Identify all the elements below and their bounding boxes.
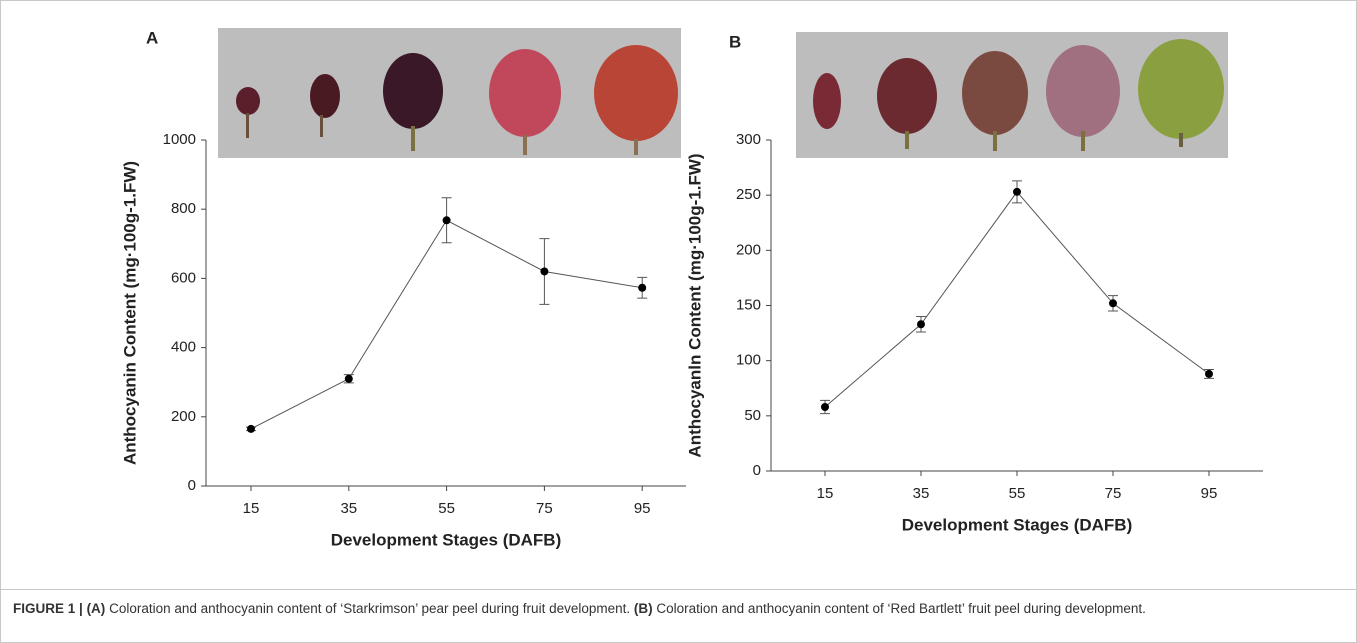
y-tick-label: 250 [736, 186, 761, 203]
y-axis-label: Anthocyanln Content (mg·100g-1.FW) [685, 153, 704, 457]
y-tick-label: 0 [753, 462, 761, 479]
x-axis-label: Development Stages (DAFB) [902, 515, 1132, 534]
y-tick-label: 600 [171, 269, 196, 286]
x-tick-label: 55 [438, 500, 455, 517]
caption-text: Coloration and anthocyanin content of ‘S… [105, 601, 634, 616]
y-tick-label: 0 [188, 477, 196, 494]
data-line [825, 192, 1209, 407]
y-tick-label: 200 [171, 408, 196, 425]
data-point [1013, 188, 1021, 196]
x-axis-label: Development Stages (DAFB) [331, 530, 561, 549]
data-point [1109, 299, 1117, 307]
fruit-photo-a [218, 28, 681, 158]
x-tick-label: 75 [1105, 485, 1122, 502]
y-tick-label: 100 [736, 352, 761, 369]
y-tick-label: 150 [736, 296, 761, 313]
figure: 020040060080010001535557595ADevelopment … [0, 0, 1357, 643]
separator [1, 589, 1357, 590]
data-point [540, 267, 548, 275]
y-tick-label: 400 [171, 339, 196, 356]
x-tick-label: 75 [536, 500, 553, 517]
x-tick-label: 95 [634, 500, 651, 517]
data-point [345, 375, 353, 383]
y-tick-label: 800 [171, 200, 196, 217]
y-tick-label: 300 [736, 131, 761, 148]
data-point [443, 216, 451, 224]
y-axis-label: Anthocyanin Content (mg·100g-1.FW) [120, 161, 139, 465]
data-point [917, 320, 925, 328]
y-tick-label: 50 [744, 407, 761, 424]
x-tick-label: 35 [340, 500, 357, 517]
figure-label: FIGURE 1 | [13, 601, 83, 616]
data-point [247, 425, 255, 433]
caption-label: (B) [634, 601, 653, 616]
panel-label: A [146, 28, 158, 47]
caption: FIGURE 1 | (A) Coloration and anthocyani… [13, 599, 1343, 619]
x-tick-label: 55 [1009, 485, 1026, 502]
x-tick-label: 35 [913, 485, 930, 502]
data-line [251, 220, 642, 429]
y-tick-label: 200 [736, 241, 761, 258]
y-tick-label: 1000 [163, 131, 196, 148]
x-tick-label: 15 [243, 500, 260, 517]
fruit-photo-b [796, 32, 1228, 158]
x-tick-label: 15 [817, 485, 834, 502]
data-point [638, 284, 646, 292]
caption-text: Coloration and anthocyanin content of ‘R… [653, 601, 1146, 616]
data-point [821, 403, 829, 411]
panel-label: B [729, 32, 741, 51]
caption-label: (A) [87, 601, 106, 616]
data-point [1205, 370, 1213, 378]
x-tick-label: 95 [1201, 485, 1218, 502]
